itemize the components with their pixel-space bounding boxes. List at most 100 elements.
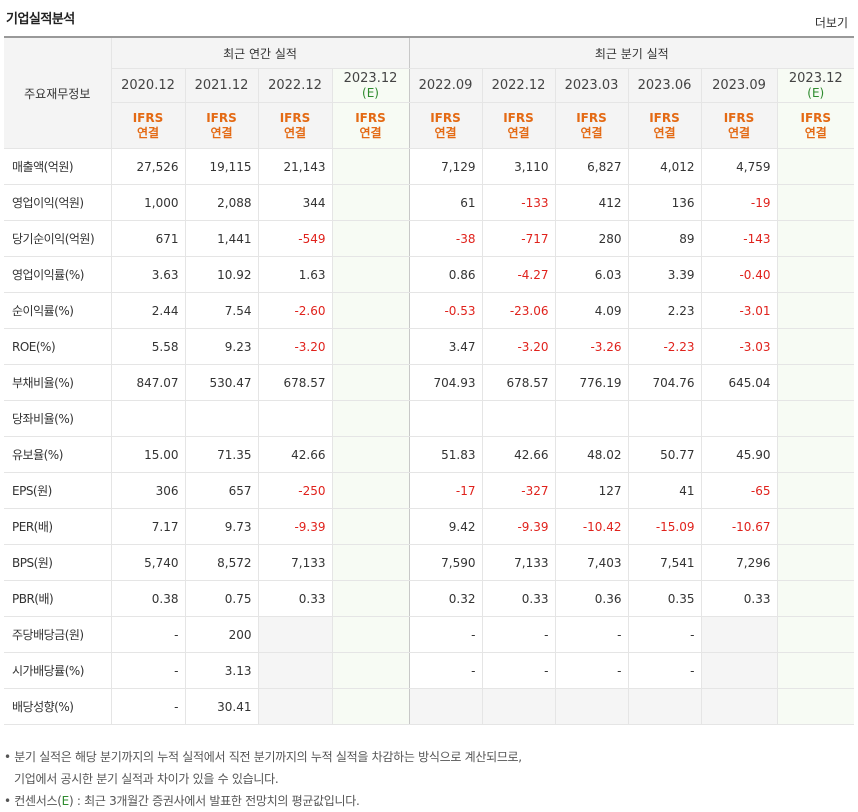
value-cell xyxy=(776,220,855,257)
value-cell: 9.42 xyxy=(408,508,482,545)
table-row: 유보율(%) 15.00 71.35 42.66 51.83 42.66 48.02 50.7… xyxy=(4,436,855,473)
value-cell: -0.40 xyxy=(700,256,777,293)
value-cell: -15.09 xyxy=(627,508,701,545)
corner-header: 주요재무정보 xyxy=(4,36,111,149)
value-cell: 9.73 xyxy=(184,508,258,545)
value-cell: -10.67 xyxy=(700,508,777,545)
value-cell: -3.03 xyxy=(700,328,777,365)
value-cell: 7,403 xyxy=(554,544,628,581)
value-cell: 7,590 xyxy=(408,544,482,581)
value-cell: 678.57 xyxy=(257,364,332,401)
value-cell xyxy=(331,472,409,509)
value-cell: 71.35 xyxy=(184,436,258,473)
period-header: 2022.09 xyxy=(408,68,482,103)
period-header: 2021.12 xyxy=(184,68,258,103)
more-link[interactable]: 더보기 xyxy=(814,16,848,30)
period-date: 2023.06 xyxy=(637,78,692,93)
value-cell: 3.39 xyxy=(627,256,701,293)
value-cell: 7.17 xyxy=(110,508,185,545)
value-cell: -23.06 xyxy=(481,292,555,329)
value-cell xyxy=(331,652,409,689)
value-cell: -3.26 xyxy=(554,328,628,365)
value-cell: 51.83 xyxy=(408,436,482,473)
value-cell xyxy=(627,400,701,437)
period-header: 2022.12 xyxy=(481,68,555,103)
period-date: 2022.09 xyxy=(418,78,473,93)
value-cell: -17 xyxy=(408,472,482,509)
ifrs-label: IFRS 연결 xyxy=(776,102,855,149)
value-cell xyxy=(257,400,332,437)
value-cell: -2.60 xyxy=(257,292,332,329)
value-cell xyxy=(331,148,409,185)
value-cell: 0.32 xyxy=(408,580,482,617)
row-label: EPS(원) xyxy=(4,472,111,509)
value-cell: 42.66 xyxy=(257,436,332,473)
value-cell: 530.47 xyxy=(184,364,258,401)
period-header: 2023.12 (E) xyxy=(331,68,409,103)
value-cell: 2,088 xyxy=(184,184,258,221)
estimate-marker: (E) xyxy=(807,85,825,100)
value-cell xyxy=(776,256,855,293)
value-cell: 21,143 xyxy=(257,148,332,185)
ifrs-label: IFRS 연결 xyxy=(481,102,555,149)
value-cell: 7,133 xyxy=(257,544,332,581)
table-row: PER(배) 7.17 9.73 -9.39 9.42 -9.39 -10.42 -15.09… xyxy=(4,508,855,545)
value-cell: 4.09 xyxy=(554,292,628,329)
value-cell: 8,572 xyxy=(184,544,258,581)
row-label: 영업이익(억원) xyxy=(4,184,111,221)
value-cell xyxy=(331,292,409,329)
value-cell: - xyxy=(627,616,701,653)
row-label: PBR(배) xyxy=(4,580,111,617)
value-cell xyxy=(331,184,409,221)
value-cell: 776.19 xyxy=(554,364,628,401)
value-cell: 0.75 xyxy=(184,580,258,617)
value-cell: 704.76 xyxy=(627,364,701,401)
value-cell: 30.41 xyxy=(184,688,258,725)
value-cell: -0.53 xyxy=(408,292,482,329)
value-cell: 2.23 xyxy=(627,292,701,329)
value-cell: -2.23 xyxy=(627,328,701,365)
value-cell: 50.77 xyxy=(627,436,701,473)
period-date: 2023.12 xyxy=(788,70,843,86)
row-label: 부채비율(%) xyxy=(4,364,111,401)
value-cell: 678.57 xyxy=(481,364,555,401)
value-cell: 5.58 xyxy=(110,328,185,365)
value-cell: - xyxy=(408,652,482,689)
value-cell: 306 xyxy=(110,472,185,509)
section-title: 기업실적분석 xyxy=(6,12,75,27)
value-cell xyxy=(776,508,855,545)
value-cell xyxy=(331,364,409,401)
value-cell: 7.54 xyxy=(184,292,258,329)
value-cell xyxy=(776,616,855,653)
value-cell: 657 xyxy=(184,472,258,509)
value-cell: - xyxy=(110,616,185,653)
value-cell: 3.47 xyxy=(408,328,482,365)
row-label: 매출액(억원) xyxy=(4,148,111,185)
value-cell: 15.00 xyxy=(110,436,185,473)
value-cell xyxy=(776,652,855,689)
table-row: EPS(원) 306 657 -250 -17 -327 127 41 -65 xyxy=(4,472,855,509)
value-cell: 200 xyxy=(184,616,258,653)
ifrs-label: IFRS 연결 xyxy=(331,102,409,149)
value-cell xyxy=(257,616,332,653)
value-cell xyxy=(481,688,555,725)
value-cell: -38 xyxy=(408,220,482,257)
period-date: 2023.03 xyxy=(564,78,619,93)
row-label: 시가배당률(%) xyxy=(4,652,111,689)
value-cell: -10.42 xyxy=(554,508,628,545)
value-cell xyxy=(481,400,555,437)
table-row: 부채비율(%) 847.07 530.47 678.57 704.93 678.57 776… xyxy=(4,364,855,401)
value-cell: - xyxy=(408,616,482,653)
value-cell xyxy=(776,580,855,617)
value-cell xyxy=(700,688,777,725)
value-cell: 4,012 xyxy=(627,148,701,185)
value-cell xyxy=(110,400,185,437)
value-cell xyxy=(257,652,332,689)
value-cell: 61 xyxy=(408,184,482,221)
value-cell xyxy=(554,688,628,725)
value-cell: -9.39 xyxy=(257,508,332,545)
period-date: 2020.12 xyxy=(121,78,175,93)
period-date: 2022.12 xyxy=(268,78,322,93)
value-cell xyxy=(331,220,409,257)
value-cell: 41 xyxy=(627,472,701,509)
